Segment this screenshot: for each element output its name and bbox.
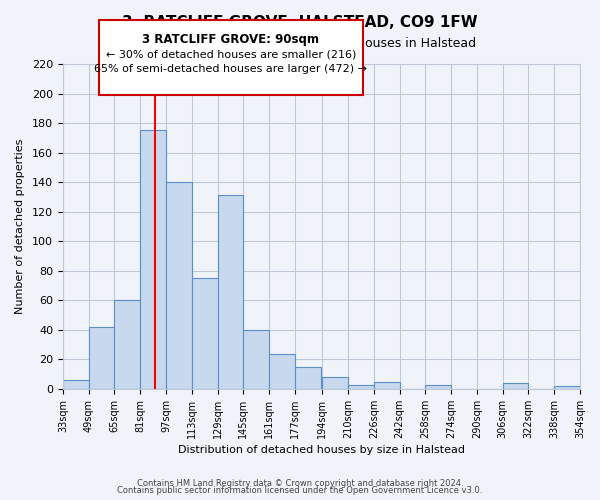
Text: 3 RATCLIFF GROVE: 90sqm: 3 RATCLIFF GROVE: 90sqm xyxy=(143,32,320,46)
Bar xyxy=(425,384,451,389)
Bar xyxy=(295,367,320,389)
Bar xyxy=(503,383,529,389)
Text: 65% of semi-detached houses are larger (472) →: 65% of semi-detached houses are larger (… xyxy=(95,64,367,74)
Bar xyxy=(348,384,374,389)
Bar xyxy=(89,327,115,389)
Bar xyxy=(140,130,166,389)
X-axis label: Distribution of detached houses by size in Halstead: Distribution of detached houses by size … xyxy=(178,445,465,455)
Bar xyxy=(374,382,400,389)
Text: Contains public sector information licensed under the Open Government Licence v3: Contains public sector information licen… xyxy=(118,486,482,495)
Bar xyxy=(63,380,89,389)
Bar xyxy=(192,278,218,389)
Bar xyxy=(218,196,244,389)
Y-axis label: Number of detached properties: Number of detached properties xyxy=(15,139,25,314)
Bar xyxy=(322,377,348,389)
Text: Size of property relative to detached houses in Halstead: Size of property relative to detached ho… xyxy=(124,38,476,51)
Text: 3, RATCLIFF GROVE, HALSTEAD, CO9 1FW: 3, RATCLIFF GROVE, HALSTEAD, CO9 1FW xyxy=(122,15,478,30)
Bar xyxy=(244,330,269,389)
Bar xyxy=(166,182,192,389)
Bar xyxy=(269,354,295,389)
Text: Contains HM Land Registry data © Crown copyright and database right 2024.: Contains HM Land Registry data © Crown c… xyxy=(137,478,463,488)
Bar xyxy=(115,300,140,389)
Bar xyxy=(554,386,580,389)
Text: ← 30% of detached houses are smaller (216): ← 30% of detached houses are smaller (21… xyxy=(106,49,356,59)
